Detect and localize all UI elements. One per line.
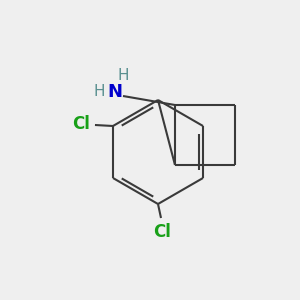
- Text: Cl: Cl: [72, 115, 90, 133]
- Text: H: H: [117, 68, 129, 83]
- Text: H: H: [93, 85, 105, 100]
- Text: Cl: Cl: [153, 223, 171, 241]
- Text: N: N: [107, 83, 122, 101]
